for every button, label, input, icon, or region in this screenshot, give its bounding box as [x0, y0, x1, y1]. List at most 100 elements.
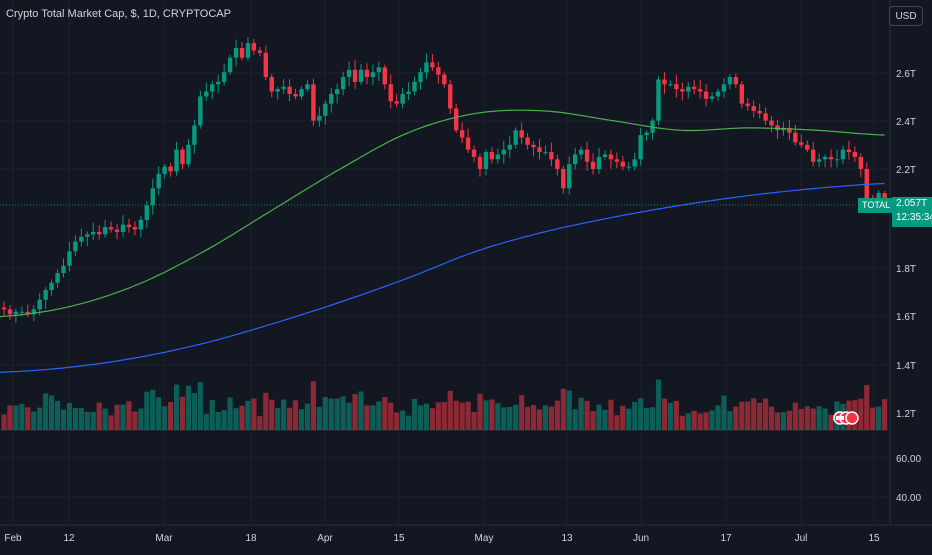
volume-bar	[227, 397, 233, 430]
currency-button[interactable]: USD	[889, 6, 923, 26]
candle-body	[430, 62, 435, 68]
price-tick-label: 1.2T	[896, 409, 916, 420]
time-tick-label: Jul	[795, 533, 808, 544]
volume-bar	[54, 400, 61, 430]
volume-bar	[156, 397, 162, 430]
volume-bar	[768, 406, 775, 430]
candle-body	[483, 152, 489, 169]
volume-bar	[459, 402, 465, 430]
volume-bar	[709, 410, 715, 430]
candle-body	[400, 93, 405, 104]
candle-body	[608, 154, 614, 160]
candle-body	[846, 149, 852, 153]
time-tick-label: Apr	[317, 533, 333, 544]
volume-bar	[114, 404, 120, 430]
volume-bar	[566, 390, 572, 430]
candle-body	[275, 89, 280, 92]
volume-bar	[43, 393, 49, 430]
price-tick-label: 1.4T	[896, 361, 916, 372]
candle-body	[227, 57, 233, 73]
volume-bar	[590, 411, 596, 430]
candle-body	[19, 311, 25, 313]
candle-body	[727, 77, 733, 85]
candle-body	[424, 62, 429, 73]
candle-body	[245, 43, 251, 58]
volume-tick-label: 40.00	[896, 493, 921, 504]
candle-body	[656, 79, 661, 121]
candle-body	[97, 231, 102, 235]
volume-bar	[364, 405, 370, 430]
candle-body	[709, 96, 715, 99]
volume-bar	[406, 415, 412, 430]
volume-bar	[620, 405, 626, 430]
grid-lines	[0, 0, 932, 526]
candle-body	[858, 156, 863, 169]
time-tick-label: 13	[561, 533, 573, 544]
volume-bar	[400, 410, 406, 430]
volume-bar	[751, 398, 757, 430]
volume-bar	[822, 408, 828, 430]
volume-bar	[162, 406, 168, 430]
volume-bar	[828, 414, 834, 430]
candle-body	[525, 137, 530, 145]
candle-body	[305, 84, 310, 90]
time-tick-label: 17	[720, 533, 732, 544]
volume-bar	[221, 410, 227, 430]
time-tick-label: 15	[868, 533, 880, 544]
volume-bar	[715, 405, 721, 430]
candle-body	[370, 72, 376, 78]
volume-bar	[1, 414, 7, 430]
volume-bar	[352, 394, 358, 430]
volume-bar	[322, 397, 328, 430]
candle-body	[25, 311, 30, 315]
symbol-tag: TOTAL	[858, 198, 895, 213]
volume-bar	[602, 409, 608, 430]
volume-bar	[370, 405, 376, 430]
candle-body	[578, 149, 584, 155]
candle-body	[73, 241, 78, 252]
volume-bar	[346, 402, 352, 430]
candle-body	[477, 156, 483, 169]
volume-bars	[1, 379, 888, 430]
candle-body	[834, 159, 840, 161]
candle-body	[323, 103, 328, 116]
candle-body	[299, 89, 304, 97]
volume-bar	[691, 410, 697, 430]
volume-bar	[774, 412, 781, 430]
candle-body	[335, 89, 340, 94]
volume-bar	[275, 408, 281, 430]
long-ma-line	[0, 182, 885, 373]
volume-bar	[138, 408, 144, 430]
volume-bar	[530, 405, 537, 430]
candle-body	[186, 144, 191, 165]
volume-bar	[310, 381, 316, 430]
candle-body	[697, 89, 703, 92]
candle-body	[114, 229, 120, 232]
volume-bar	[429, 408, 435, 430]
candle-body	[287, 86, 292, 94]
volume-bar	[477, 393, 483, 430]
events-icon[interactable]	[832, 410, 862, 426]
candle-body	[799, 142, 804, 145]
volume-bar	[876, 406, 882, 430]
candle-body	[49, 282, 54, 290]
candle-body	[828, 156, 834, 160]
volume-bar	[185, 385, 192, 430]
candle-body	[79, 236, 84, 242]
volume-bar	[340, 396, 346, 430]
candle-body	[745, 103, 750, 107]
volume-bar	[507, 406, 513, 430]
candle-body	[852, 152, 858, 157]
candle-body	[596, 156, 602, 169]
candle-body	[495, 154, 501, 160]
volume-bar	[120, 404, 126, 430]
volume-bar	[435, 402, 441, 430]
time-tick-label: 12	[63, 533, 75, 544]
volume-bar	[102, 408, 108, 430]
time-axis: Feb 12 Mar 18 Apr 15 May 13 Jun 17 Jul 15	[4, 533, 880, 544]
volume-bar	[519, 395, 525, 430]
volume-bar	[810, 408, 816, 430]
price-tick-label: 1.6T	[896, 312, 916, 323]
